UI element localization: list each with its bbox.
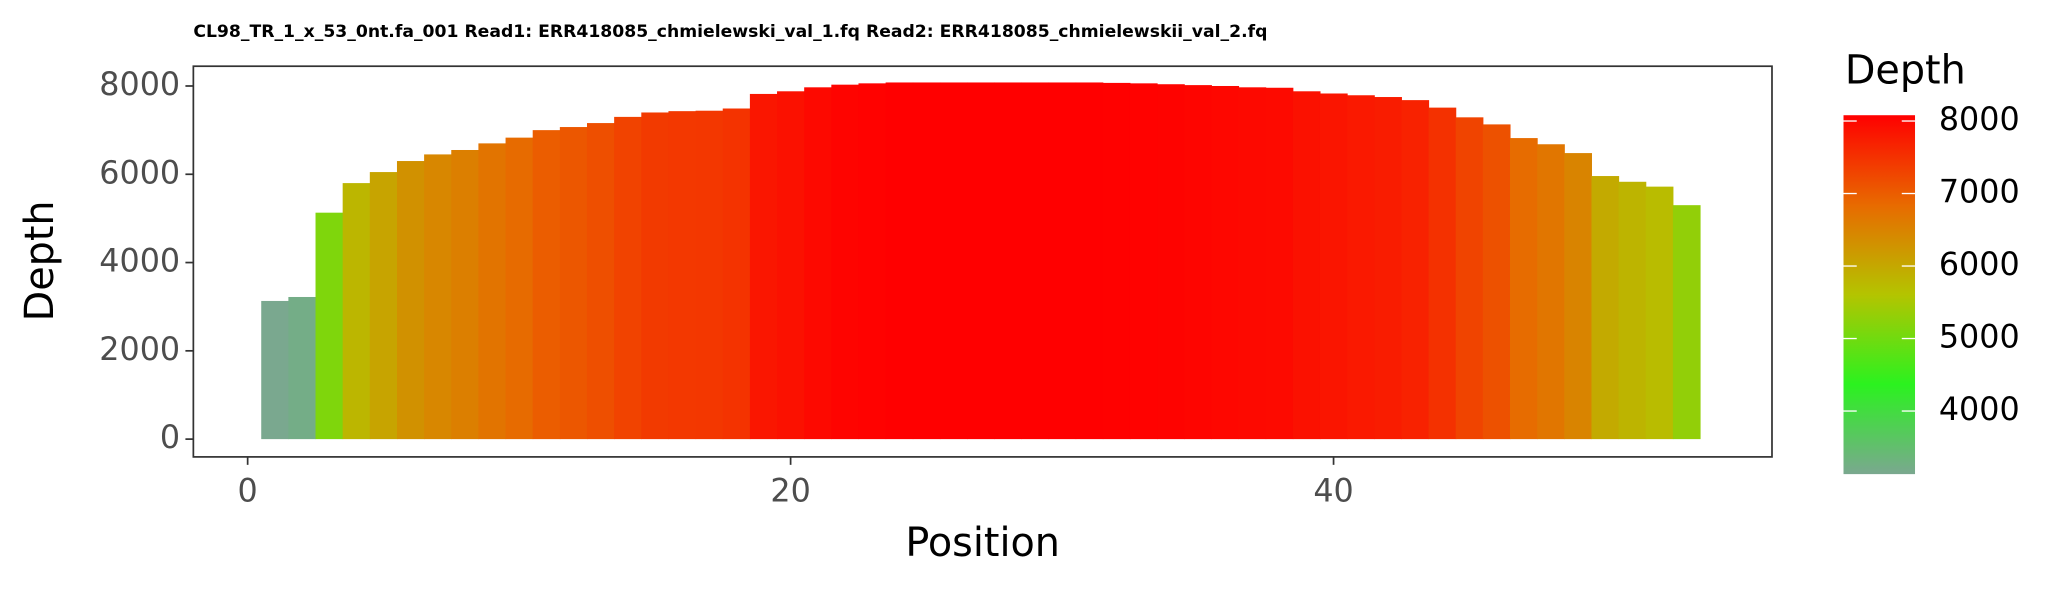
bar [369, 172, 398, 440]
x-tick-label: 20 [770, 474, 810, 510]
bar [288, 296, 317, 440]
bar [1401, 100, 1430, 440]
bar [1591, 176, 1620, 440]
bar [1265, 87, 1294, 440]
bar [342, 183, 371, 440]
y-axis-label: Depth [17, 200, 63, 321]
legend-label: 5000 [1939, 320, 2020, 356]
bar [641, 112, 669, 440]
bar [505, 137, 534, 440]
bar [1510, 138, 1538, 440]
plot-border [192, 65, 1773, 458]
legend-label: 4000 [1939, 392, 2020, 428]
bar [749, 93, 778, 440]
bar [532, 130, 561, 440]
bar [1482, 124, 1511, 440]
chart-title: CL98_TR_1_x_53_0nt.fa_001 Read1: ERR4180… [193, 22, 1267, 42]
bar [559, 127, 588, 440]
bar [1238, 87, 1267, 440]
bar [396, 161, 425, 440]
bar [614, 116, 642, 440]
bar [831, 84, 860, 440]
bar [939, 82, 968, 440]
bar [1374, 97, 1402, 440]
bar [1021, 82, 1050, 440]
y-tick-label: 0 [160, 420, 180, 456]
bar [1455, 117, 1484, 440]
bar [1347, 95, 1375, 440]
bar [1564, 153, 1592, 440]
legend-label: 6000 [1939, 247, 2020, 283]
bar [804, 87, 832, 440]
legend-title: Depth [1845, 47, 1966, 93]
bar [478, 143, 507, 440]
bar [994, 82, 1022, 440]
bar [1428, 107, 1457, 440]
bar [1157, 84, 1185, 440]
bar [1075, 82, 1104, 440]
bar [315, 212, 344, 440]
bar [1537, 144, 1565, 440]
x-tick-label: 40 [1313, 474, 1353, 510]
bar [1129, 83, 1158, 440]
bar [261, 300, 289, 440]
bar [1102, 82, 1131, 440]
bar [912, 82, 941, 440]
bar [858, 83, 887, 440]
bar [668, 111, 697, 440]
bar [695, 110, 724, 440]
bar [885, 82, 914, 440]
y-tick-label: 2000 [99, 332, 180, 368]
bar [586, 123, 615, 440]
bar [967, 82, 995, 440]
bar [1618, 181, 1647, 440]
bar [451, 149, 479, 440]
bar [722, 108, 751, 440]
bar [1211, 85, 1240, 440]
colorbar [1843, 115, 1916, 475]
legend-label: 7000 [1939, 175, 2020, 211]
bar [777, 91, 805, 440]
bar [1292, 91, 1321, 440]
y-tick-label: 8000 [99, 67, 180, 103]
x-axis-label: Position [905, 520, 1060, 566]
bar [1048, 82, 1077, 440]
legend-label: 8000 [1939, 102, 2020, 138]
bar [1319, 93, 1348, 440]
y-tick-label: 4000 [99, 244, 180, 280]
bar [1184, 85, 1212, 440]
x-tick-label: 0 [238, 474, 258, 510]
y-tick-label: 6000 [99, 155, 180, 191]
bar [1645, 186, 1674, 440]
bar [424, 154, 452, 440]
bar [1672, 205, 1701, 440]
